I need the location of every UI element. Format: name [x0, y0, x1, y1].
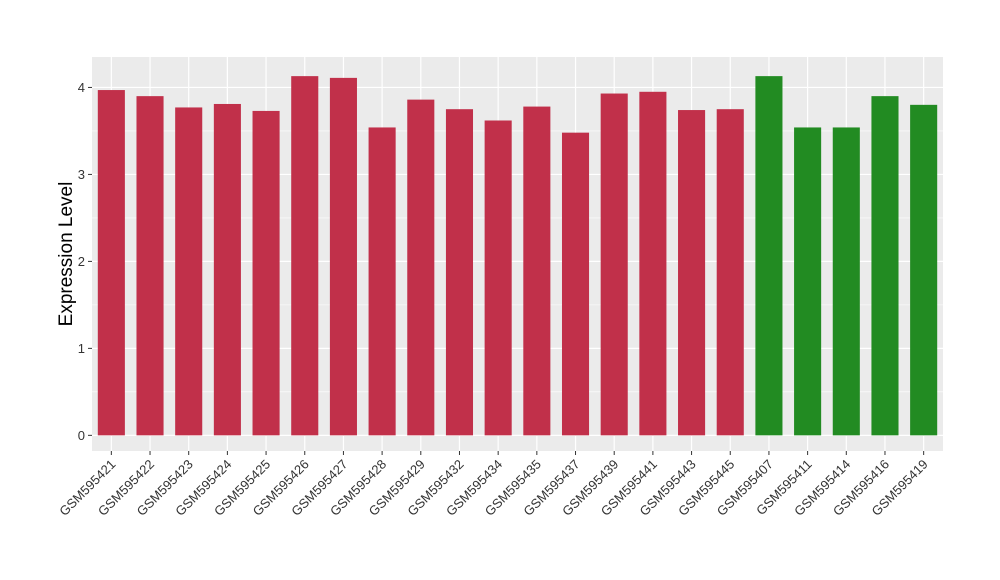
bars [97, 76, 938, 436]
bar-GSM595439 [600, 93, 628, 436]
bar-GSM595445 [716, 109, 744, 436]
y-axis-title: Expression Level [56, 182, 77, 327]
bar-GSM595407 [755, 76, 783, 436]
bar-GSM595432 [445, 109, 474, 436]
x-axis: GSM595421GSM595422GSM595423GSM595424GSM5… [56, 451, 931, 519]
bar-GSM595426 [291, 76, 319, 436]
bar-GSM595421 [97, 90, 125, 436]
bar-GSM595416 [871, 96, 899, 436]
bar-GSM595424 [213, 103, 241, 436]
bar-GSM595427 [329, 77, 357, 436]
y-tick-label: 1 [78, 341, 85, 356]
y-tick-label: 2 [78, 254, 85, 269]
bar-GSM595443 [678, 110, 706, 436]
bar-GSM595441 [639, 91, 667, 436]
y-tick-label: 3 [78, 167, 85, 182]
bar-GSM595423 [175, 107, 203, 436]
y-tick-label: 4 [78, 80, 85, 95]
bar-GSM595429 [407, 99, 435, 436]
bar-GSM595434 [484, 120, 512, 436]
y-tick-label: 0 [78, 428, 85, 443]
bar-GSM595428 [368, 127, 396, 436]
y-axis: 0 1 2 3 4 [78, 80, 92, 443]
bar-GSM595437 [561, 132, 590, 436]
bar-GSM595422 [136, 96, 164, 436]
bar-GSM595411 [794, 127, 822, 436]
bar-GSM595419 [910, 104, 938, 436]
bar-GSM595435 [523, 106, 551, 436]
bar-GSM595414 [832, 127, 860, 436]
bar-GSM595425 [252, 110, 280, 436]
